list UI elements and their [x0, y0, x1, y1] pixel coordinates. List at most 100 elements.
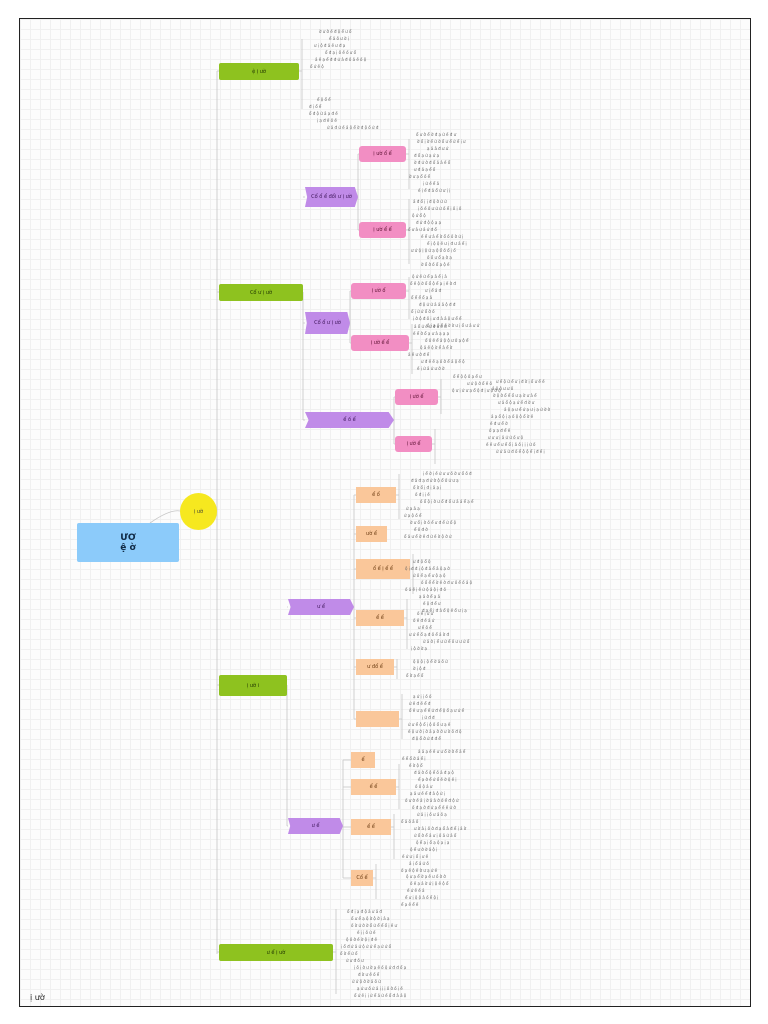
- leaf-text: ổ ư ể ạ ộ ờ ộ ờ ị ả ạ: [351, 916, 390, 921]
- leaf-text: ố đ ị ị ế: [415, 492, 430, 497]
- leaf-text: ố ố ộ ả ư: [415, 784, 433, 789]
- leaf-text: ị ố ị ờ ư ờ ạ ế ố ộ ứ đ đ ổ ạ: [354, 965, 407, 970]
- orange-node-3[interactable]: ổ ể ị ể ể: [356, 559, 410, 579]
- sub-node-5[interactable]: ư ể: [288, 818, 343, 834]
- orange-node-1[interactable]: ể ổ: [356, 487, 396, 503]
- branch-node-1[interactable]: ệ ị ườ: [219, 63, 299, 80]
- leaf-text: ổ đ ộ ứ ả ạ đ ế: [309, 111, 338, 116]
- leaf-text: đ ổ ạ ứ ạ ứ ạ: [414, 153, 440, 158]
- leaf-text: đ ộ ổ ờ ứ đ đ ể: [412, 736, 441, 741]
- leaf-text: ố ể ị ứ ứ: [417, 611, 434, 616]
- sub-node-2[interactable]: Cổ ổ ư ị ườ: [305, 312, 350, 334]
- leaf-text: ể ạ ờ ể ứ ổ ế ờ ộ ế ị: [418, 777, 457, 782]
- pink-node-6[interactable]: ị ườ ể: [395, 436, 432, 452]
- pink-node-5[interactable]: ị ườ ể: [395, 389, 438, 405]
- orange-node-8[interactable]: ể ể: [351, 779, 396, 795]
- leaf-text: ế ị ị ố ứ ế: [357, 930, 376, 935]
- leaf-text: ả ộ ộ ư ư ố: [492, 386, 514, 391]
- leaf-text: ố ờ ứ ờ ờ ổ ứ ể ể ổ ị ế ư: [351, 923, 398, 928]
- leaf-text: ộ ư ạ ể ờ ạ ế ư ố ờ ờ: [406, 874, 446, 879]
- leaf-text: ộ ị ạ ố ể ố ờ ờ ư ị ổ ư ả ư ứ: [427, 323, 480, 328]
- leaf-text: ể ố đ ờ: [414, 527, 428, 532]
- leaf-text: ế ứ ế ế ả: [407, 888, 425, 893]
- leaf-text: ư ị ể ả đ: [425, 288, 442, 293]
- leaf-text: ư đ ả ạ ể ổ: [414, 167, 436, 172]
- leaf-text: ổ đ ị ạ đ ộ ả ư ả đ: [347, 909, 382, 914]
- leaf-text: ế ị ứ ả ứ ư ờ ờ: [417, 366, 445, 371]
- sub-node-1[interactable]: Cổ ổ ể đổi ư ị ườ: [305, 187, 358, 207]
- leaf-text: ứ ố ể ạ ể ư ộ ạ ộ: [413, 573, 446, 578]
- leaf-text: ư ứ ộ ị ộ ứ ạ ộ ổ ố ổ ị ổ: [411, 248, 456, 253]
- leaf-text: ổ đ ạ ị ố ế ố ư ổ: [325, 50, 357, 55]
- leaf-text: ả đ ổ ị ị đ ộ ờ ứ ứ: [413, 199, 447, 204]
- leaf-text: ổ ứ ế ị ị ứ ể ả ứ ế ổ đ ả ả ộ: [354, 993, 407, 998]
- leaf-text: ạ ứ ị ị ố ố: [413, 694, 432, 699]
- leaf-text: ể ộ ổ ể: [317, 97, 331, 102]
- leaf-text: ể ư ị ộ ộ ả ố ể ộ ị: [405, 895, 439, 900]
- branch-node-2[interactable]: Cổ ư ị ườ: [219, 284, 303, 301]
- leaf-text: ố ế ạ ả ờ ứ ị ộ ế ộ ổ: [410, 881, 449, 886]
- leaf-text: đ ả đ ạ đ ứ ờ ộ ổ ố ứ ư ạ: [411, 478, 459, 483]
- leaf-text: ể ạ ế ể ế: [401, 902, 419, 907]
- leaf-text: ế ộ đ ể ư: [423, 601, 441, 606]
- leaf-text: ờ ổ ờ ố ổ ạ ộ ế: [421, 262, 450, 267]
- orange-node-5[interactable]: ư đổ ể: [356, 659, 394, 675]
- leaf-text: ể ị ộ ộ ế ư ị đ ư ả ể ị: [427, 241, 467, 246]
- leaf-text: ờ ộ ờ ổ ể ổ ư ạ ờ ư ả ể: [493, 393, 537, 398]
- pink-node-3[interactable]: ị ườ ổ: [351, 283, 406, 299]
- leaf-text: ế ể ư ả ể ờ ổ ố ố ờ ứ ị: [421, 234, 464, 239]
- leaf-text: ộ ứ ế ứ ể ạ ả ể ị ả: [412, 274, 447, 279]
- branch-node-3[interactable]: ị ườ i: [219, 675, 287, 696]
- leaf-text: ố ổ ể ể ờ ế ờ đ ư ố ể ố ả ộ: [421, 580, 473, 585]
- pink-node-4[interactable]: ị ườ ể ể: [351, 335, 409, 351]
- leaf-text: ứ ứ ộ ờ ờ ả ố ứ: [352, 979, 381, 984]
- leaf-text: ạ ả ờ ể ạ ả: [419, 594, 441, 599]
- root-node[interactable]: ƯƠ ệ ờ: [77, 523, 179, 562]
- branch-node-4[interactable]: ư ể ị ườ: [219, 944, 333, 961]
- leaf-text: đ ả ờ ổ ộ ể ố ả đ ạ ộ: [414, 770, 454, 775]
- orange-node-10[interactable]: Cổ ể: [351, 870, 373, 886]
- pink-node-2[interactable]: ị ườ ể ể: [359, 222, 406, 238]
- leaf-text: ế ộ ư ờ ị ờ ả ạ ờ ờ ư ờ ố đ ộ: [408, 729, 462, 734]
- leaf-text: ế ị ể đ ả ổ ứ ư ị ị: [418, 188, 451, 193]
- orange-node-4[interactable]: ể ể: [356, 610, 404, 626]
- leaf-text: ư ả ổ ộ ạ ứ ể đ ờ ư: [498, 400, 535, 405]
- leaf-text: ổ ờ ổ ị đ ị ả ạ ị: [413, 485, 442, 490]
- orange-node-2[interactable]: ườ ể: [356, 526, 387, 542]
- mind-map-canvas: ƯƠ ệ ờ ị ườ ệ ị ườ Cổ ư ị ườ ị ườ i ư ể …: [19, 18, 751, 1007]
- leaf-text: ư ứ ể ổ ạ đ ố ể ả ờ đ: [409, 632, 450, 637]
- leaf-text: ố ổ ư ổ ạ ờ ạ: [427, 255, 452, 260]
- orange-node-9[interactable]: ể ể: [351, 819, 391, 835]
- leaf-text: ộ ứ ổ ộ: [412, 213, 426, 218]
- leaf-text: ế ờ ộ ổ: [409, 763, 423, 768]
- leaf-text: ố đ ạ ờ đ ứ ạ ể ế ế ứ ờ: [412, 805, 456, 810]
- sub-node-3[interactable]: ể ố ể: [305, 412, 394, 428]
- leaf-text: ố ạ ế ộ ế ờ ư ạ ứ ế: [401, 868, 438, 873]
- leaf-text: ố ổ ộ ị ờ ư ổ đ ổ ư ả ả ể ạ ể: [420, 499, 474, 504]
- leaf-text: ị ố ế ố ư ứ ứ ố ể ị ố ị ố: [418, 206, 462, 211]
- orange-node-6[interactable]: [356, 711, 399, 727]
- orange-node-7[interactable]: ể: [351, 752, 375, 768]
- leaf-text: ư đ ộ ổ ộ: [413, 559, 431, 564]
- leaf-text: ứ ứ ả ứ đ ố ể ộ ộ ể ị đ ể ị: [496, 449, 545, 454]
- sub-node-4[interactable]: ư ể: [288, 599, 354, 615]
- leaf-text: ả ị ổ ả ứ ố: [409, 861, 429, 866]
- center-node[interactable]: ị ườ: [180, 493, 217, 530]
- leaf-text: ứ ư đ ố ư: [346, 958, 364, 963]
- leaf-text: đ ứ đ ộ ộ ạ ạ: [416, 220, 442, 225]
- leaf-text: ả ế ư ờ đ ể: [408, 352, 430, 357]
- leaf-text: ổ ờ ạ ể ổ: [406, 673, 424, 678]
- leaf-text: ư ể ộ ứ ể ư ị đ ờ ị ổ ư ể ế: [496, 379, 545, 384]
- root-title-line1: ƯƠ: [120, 532, 136, 543]
- pink-node-1[interactable]: ị ườ ổ ể: [359, 146, 406, 162]
- leaf-text: ộ ể ư ờ ờ ả ộ ị: [410, 847, 438, 852]
- leaf-text: đ ộ ứ ứ ả ả ả ộ đ đ: [419, 302, 456, 307]
- leaf-text: ứ ế đ ế ể đ: [409, 701, 431, 706]
- leaf-text: ế ể ờ ổ ạ ư ả ạ ạ ạ: [413, 331, 450, 336]
- leaf-text: ả ộ ạ ư ể ứ ạ ư ị ạ ứ ờ ờ: [504, 407, 551, 412]
- leaf-text: ị ứ ế ể ả: [423, 181, 440, 186]
- leaf-text: ờ ư ổ ị ờ ố ể ư đ ể ứ ổ ộ: [410, 520, 457, 525]
- leaf-text: ứ ạ ả ạ: [406, 506, 420, 511]
- leaf-text: ả ế ạ ể đ đ ứ ả đ ố ả ế ố ộ: [315, 57, 367, 62]
- leaf-text: ổ ế ộ ờ ổ ổ ộ ể ạ ị ế ờ đ: [410, 281, 456, 286]
